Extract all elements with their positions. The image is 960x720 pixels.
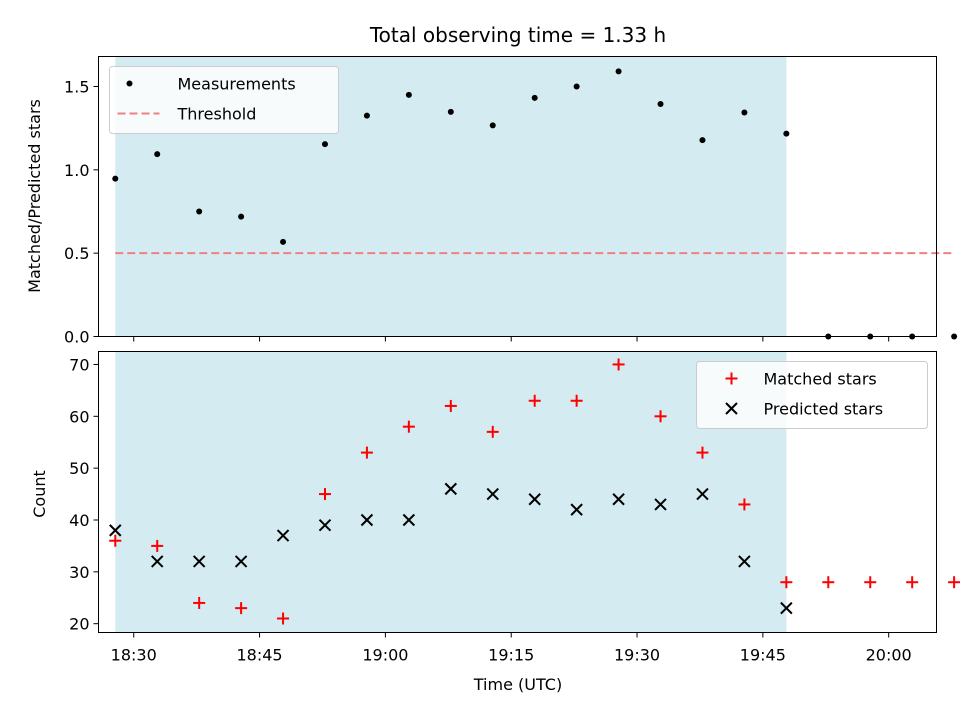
legend-box [109,66,339,134]
y-tick-label: 1.5 [64,78,89,97]
ratio-panel: Measurements Threshold 0.0 0.5 1.0 1.5 Match… [25,56,958,347]
matched-stars-point [738,498,751,511]
measurement-point [196,208,203,215]
matched-stars-point [486,425,499,438]
predicted-stars-point [486,487,499,501]
matched-stars-point [109,534,122,547]
measurement-point [112,175,119,182]
ratio-y-axis-label: Matched/Predicted stars [25,99,44,293]
y-tick-label: 70 [69,355,89,374]
y-tick-label: 50 [69,459,89,478]
y-tick-label: 20 [69,615,89,634]
predicted-stars-point [402,513,416,527]
count-legend: Matched stars Predicted stars [696,361,928,429]
measurement-point [447,108,454,115]
matched-stars-point [612,358,625,371]
y-tick-label: 40 [69,511,89,530]
matched-stars-point [235,602,248,615]
matched-stars-point [402,420,415,433]
legend-label: Measurements [178,75,296,94]
predicted-stars-point [109,524,122,537]
measurement-point [783,130,790,137]
matched-stars-point [151,539,164,552]
predicted-stars-point [696,487,709,501]
matched-stars-point [948,576,960,589]
x-tick-label: 19:30 [614,646,660,665]
matched-stars-point [696,446,709,459]
matched-stars-point [780,576,793,589]
x-axis-label: Time (UTC) [473,675,562,694]
y-tick-label: 30 [69,563,89,582]
ratio-legend: Measurements Threshold [109,66,339,134]
matched-stars-point [528,394,541,407]
matched-stars-point [444,399,457,412]
matched-stars-point [318,488,331,501]
chart-title: Total observing time = 1.33 h [369,23,666,47]
predicted-stars-point [738,555,751,568]
count-panel: Matched stars Predicted stars 20 30 40 50 60 7… [30,351,960,665]
predicted-stars-point [318,518,332,532]
measurement-point [363,112,370,119]
y-tick-label: 60 [69,407,89,426]
predicted-stars-point [654,498,667,511]
measurement-point [321,141,328,148]
x-tick-label: 19:00 [362,646,408,665]
predicted-stars-point [780,601,793,615]
matched-stars-point [277,612,290,625]
predicted-stars-point [234,555,248,568]
count-panel-frame [98,351,937,633]
x-tick-label: 20:00 [866,646,912,665]
matched-stars-point [193,596,206,609]
matched-stars-point [822,576,835,589]
observing-window-band [115,351,787,633]
predicted-stars-point [276,529,290,542]
predicted-stars-point [528,493,541,506]
y-tick-label: 0.5 [64,244,89,263]
legend-swatch-measurements [126,80,133,87]
measurement-point [615,68,622,75]
predicted-stars-point [151,555,164,568]
legend-swatch-predicted [725,402,738,415]
measurement-point [699,137,706,144]
legend-label: Threshold [177,105,257,124]
measurement-point [741,109,748,116]
y-tick-label: 1.0 [64,161,89,180]
predicted-stars-point [570,503,583,516]
measurement-point [154,151,161,158]
measurement-point [280,238,287,245]
ratio-panel-frame [98,56,937,337]
legend-label: Matched stars [764,370,877,389]
x-tick-label: 18:45 [237,646,283,665]
x-tick-label: 19:45 [740,646,786,665]
matched-stars-point [360,446,373,459]
matched-stars-point [906,576,919,589]
count-y-axis-label: Count [30,470,49,518]
measurement-point [951,333,958,340]
x-tick-label: 18:30 [111,646,157,665]
matched-stars-point [570,394,583,407]
measurement-point [657,101,664,107]
measurement-point [405,91,412,98]
measurement-point [489,122,496,129]
y-tick-label: 0.0 [64,328,89,347]
legend-label: Predicted stars [764,400,884,419]
legend-swatch-matched [725,372,738,385]
x-tick-label: 19:15 [488,646,534,665]
predicted-stars-point [444,482,458,496]
matched-stars-point [864,576,877,589]
legend-box [696,361,928,429]
predicted-stars-point [360,513,374,527]
measurement-point [531,94,538,101]
predicted-stars-point [612,493,625,506]
predicted-stars-point [192,555,206,568]
measurement-point [573,83,580,90]
measurement-point [238,213,245,220]
matched-stars-point [654,410,667,423]
